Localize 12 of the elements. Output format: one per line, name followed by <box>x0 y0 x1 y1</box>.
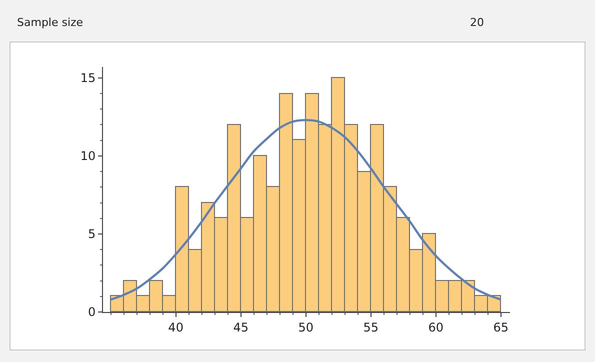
text: 20 <box>470 16 484 29</box>
text: Sample size <box>17 16 84 29</box>
y-tick-label: 10 <box>80 149 96 164</box>
x-tick-label: 60 <box>428 320 444 334</box>
x-tick-label: 55 <box>363 320 379 334</box>
x-tick-label: 50 <box>298 320 314 334</box>
y-tick-label: 5 <box>88 227 96 242</box>
x-tick-label: 45 <box>233 320 248 334</box>
x-tick-label: 40 <box>168 320 184 334</box>
y-tick-label: 0 <box>88 305 96 320</box>
x-tick-label: 65 <box>493 320 509 334</box>
y-tick-label: 15 <box>80 71 96 86</box>
